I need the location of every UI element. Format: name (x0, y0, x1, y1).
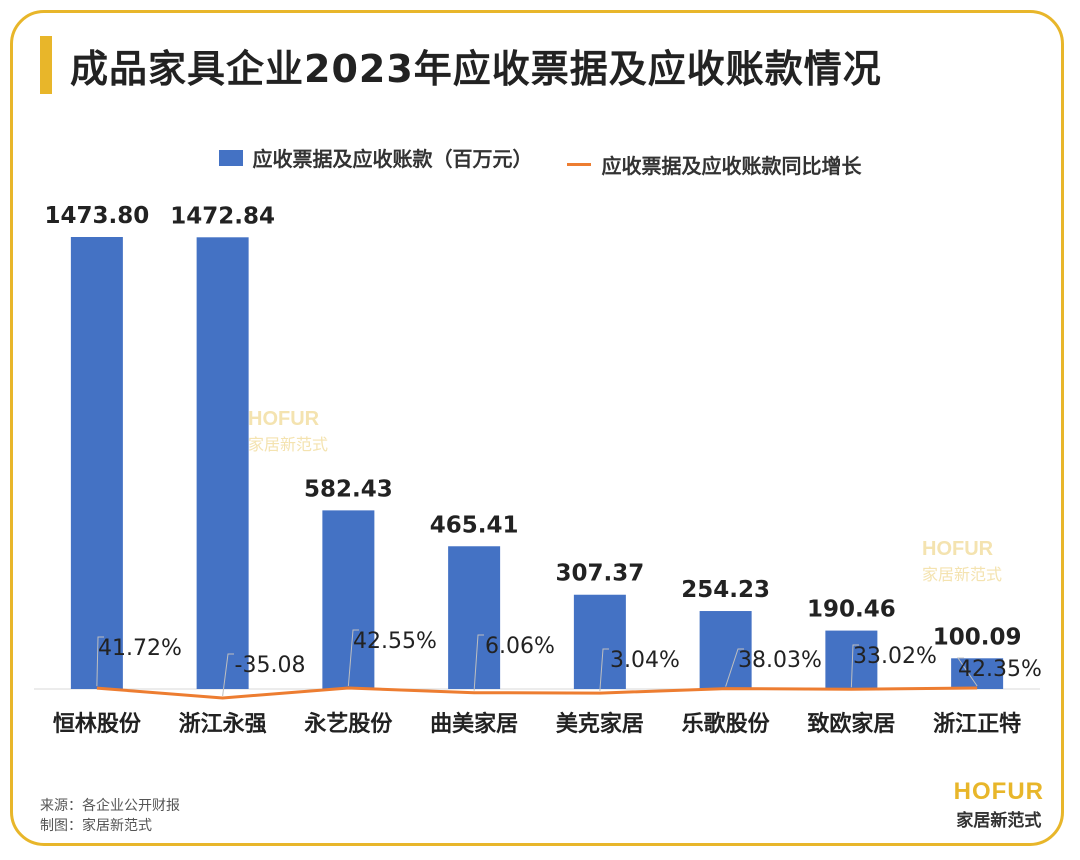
bar (699, 611, 752, 689)
growth-data-label: 6.06% (485, 634, 555, 659)
legend-bar-swatch (218, 149, 243, 166)
bar-data-label: 100.09 (933, 624, 1022, 650)
x-tick-label: 恒林股份 (53, 711, 142, 737)
x-tick-label: 浙江正特 (933, 711, 1021, 737)
chart-title: 成品家具企业2023年应收票据及应收账款情况 (70, 47, 882, 91)
legend-line-swatch (567, 162, 592, 166)
growth-series-line (96, 686, 978, 700)
chart-frame (10, 10, 1064, 846)
growth-label-leader (850, 644, 859, 688)
brand-logo-en: HOFUR (953, 778, 1044, 805)
growth-label-leader (347, 629, 359, 687)
bar (70, 237, 123, 689)
bar (448, 546, 501, 689)
credit-line: 制图：家居新范式 (40, 818, 152, 834)
bar (196, 237, 249, 689)
bar-data-label: 465.41 (430, 512, 519, 538)
growth-data-label: 42.35% (958, 657, 1042, 682)
growth-data-label: 33.02% (853, 644, 937, 669)
growth-label-leader (725, 648, 744, 687)
x-tick-label: 浙江永强 (179, 711, 267, 737)
growth-label-leader (599, 648, 609, 692)
growth-label-leader (96, 636, 104, 687)
x-tick-label: 曲美家居 (430, 711, 518, 737)
bar (322, 510, 375, 689)
legend-line-label: 应收票据及应收账款同比增长 (601, 153, 862, 178)
x-tick-label: 美克家居 (556, 711, 644, 737)
bar (573, 594, 626, 689)
brand-logo: HOFUR 家居新范式 (954, 778, 1044, 831)
title-accent-bar (40, 36, 52, 94)
growth-label-leader (473, 634, 484, 691)
x-tick-label: 致欧家居 (807, 711, 895, 737)
growth-data-label: -35.08 (235, 653, 306, 678)
bar-data-label: 307.37 (555, 561, 644, 587)
growth-label-leader (957, 657, 978, 687)
legend-item-bar: 应收票据及应收账款（百万元） (218, 143, 533, 172)
bar-data-label: 1473.80 (44, 203, 149, 229)
source-note: 来源：各企业公开财报 制图：家居新范式 (40, 796, 180, 836)
legend-bar-label: 应收票据及应收账款（百万元） (252, 147, 533, 171)
growth-data-label: 38.03% (738, 648, 822, 673)
bar-data-label: 254.23 (681, 577, 770, 603)
bar-data-label: 582.43 (304, 476, 393, 502)
bar (951, 658, 1004, 689)
x-tick-label: 永艺股份 (304, 711, 393, 737)
legend-item-line: 应收票据及应收账款同比增长 (567, 150, 861, 179)
brand-logo-cn: 家居新范式 (956, 811, 1042, 831)
legend: 应收票据及应收账款（百万元） 应收票据及应收账款同比增长 (0, 143, 1080, 179)
growth-data-label: 41.72% (98, 636, 182, 661)
bar-data-label: 190.46 (807, 597, 896, 623)
x-tick-label: 乐歌股份 (682, 711, 771, 737)
growth-data-label: 3.04% (610, 648, 680, 673)
bar-data-label: 1472.84 (170, 203, 275, 229)
growth-label-leader (222, 653, 234, 697)
source-line: 来源：各企业公开财报 (40, 798, 180, 814)
growth-data-label: 42.55% (353, 629, 437, 654)
